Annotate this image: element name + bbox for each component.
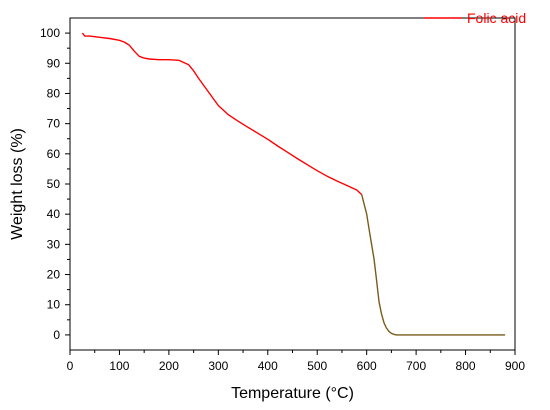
y-axis-title: Weight loss (%) <box>9 128 26 240</box>
x-axis-title: Temperature (°C) <box>231 385 354 402</box>
x-tick-label: 800 <box>456 359 476 373</box>
y-tick-label: 90 <box>47 56 61 70</box>
y-tick-label: 100 <box>40 26 60 40</box>
y-tick-label: 40 <box>47 207 61 221</box>
x-tick-label: 300 <box>208 359 228 373</box>
legend: Folic acid <box>424 10 526 26</box>
y-tick-label: 30 <box>47 237 61 251</box>
series-lines <box>81 32 506 336</box>
x-tick-label: 100 <box>109 359 129 373</box>
x-tick-label: 900 <box>505 359 525 373</box>
x-tick-label: 600 <box>357 359 377 373</box>
x-tick-label: 0 <box>67 359 74 373</box>
y-tick-label: 80 <box>47 86 61 100</box>
x-tick-label: 400 <box>258 359 278 373</box>
tick-labels: 0 100 200 300 400 500 600 700 800 900 0 10 20 30 40 50 6… <box>40 26 525 373</box>
y-tick-label: 60 <box>47 147 61 161</box>
y-tick-label: 50 <box>47 177 61 191</box>
series-line-decomposition-segment <box>361 194 506 336</box>
y-tick-label: 10 <box>47 298 61 312</box>
y-tick-label: 20 <box>47 268 61 282</box>
legend-label-folic-acid: Folic acid <box>467 10 526 26</box>
x-tick-label: 500 <box>307 359 327 373</box>
x-tick-label: 700 <box>406 359 426 373</box>
tick-marks <box>65 32 516 355</box>
y-tick-label: 0 <box>53 328 60 342</box>
series-line-folic-acid <box>81 32 363 196</box>
x-tick-label: 200 <box>159 359 179 373</box>
y-tick-label: 70 <box>47 117 61 131</box>
